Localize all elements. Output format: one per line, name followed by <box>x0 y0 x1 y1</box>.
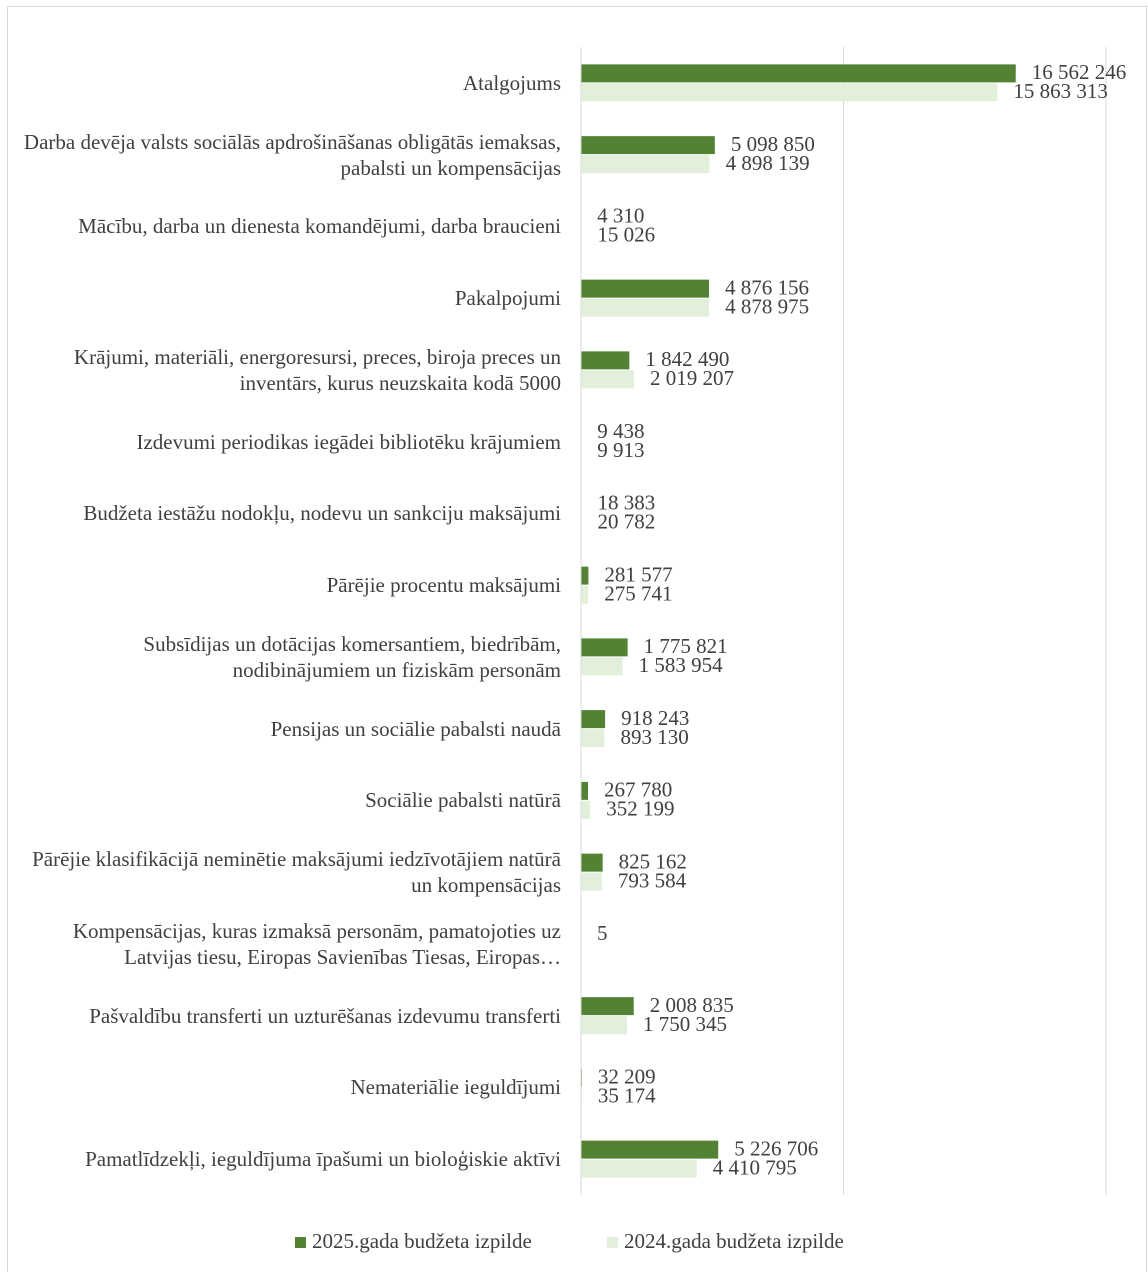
bar <box>581 997 634 1016</box>
bar <box>581 1016 627 1035</box>
bar <box>581 710 606 729</box>
bar <box>581 136 715 155</box>
data-label: 918 243 <box>621 706 689 730</box>
category-label-box: Pārējie procentu maksājumi <box>326 573 561 598</box>
data-label: 9 438 <box>597 419 644 443</box>
data-label: 35 174 <box>598 1084 656 1108</box>
category-label: Pamatlīdzekļi, ieguldījuma īpašumi un bi… <box>85 1147 561 1172</box>
bar <box>581 729 605 748</box>
data-label: 893 130 <box>620 725 688 749</box>
data-label: 9 913 <box>597 438 644 462</box>
data-label: 281 577 <box>604 562 672 586</box>
category-label-box: Budžeta iestāžu nodokļu, nodevu un sankc… <box>83 501 561 526</box>
data-label: 2 008 835 <box>650 993 734 1017</box>
data-label: 18 383 <box>597 491 655 515</box>
data-label: 4 876 156 <box>725 275 809 299</box>
category-label: Pensijas un sociālie pabalsti naudā <box>270 716 561 741</box>
category-label-box: Pensijas un sociālie pabalsti naudā <box>270 716 561 741</box>
category-label: Subsīdijas un dotācijas komersantiem, bi… <box>143 631 561 682</box>
bar <box>581 155 710 174</box>
category-label-box: Izdevumi periodikas iegādei bibliotēku k… <box>136 429 561 454</box>
category-label: Izdevumi periodikas iegādei bibliotēku k… <box>136 429 561 454</box>
data-label: 2 019 207 <box>650 366 734 390</box>
bar <box>581 1140 719 1159</box>
category-label-box: Pamatlīdzekļi, ieguldījuma īpašumi un bi… <box>85 1147 561 1172</box>
data-label: 32 209 <box>598 1065 656 1089</box>
data-label: 1 842 490 <box>645 347 729 371</box>
chart-frame <box>7 6 1147 1272</box>
category-label-box: Pašvaldību transferti un uzturēšanas izd… <box>89 1003 561 1028</box>
data-label: 1 750 345 <box>643 1012 727 1036</box>
data-label: 1 583 954 <box>639 653 724 677</box>
bar <box>581 566 589 585</box>
data-label: 1 775 821 <box>644 634 728 658</box>
legend-swatch <box>295 1237 306 1248</box>
bar <box>581 298 710 317</box>
category-label: Pārējie klasifikācijā neminētie maksājum… <box>32 847 561 898</box>
data-label: 5 <box>597 921 608 945</box>
bar <box>581 872 602 891</box>
data-label: 267 780 <box>604 778 672 802</box>
category-label-box: Pakalpojumi <box>454 286 561 311</box>
category-label: Pārējie procentu maksājumi <box>326 573 561 598</box>
data-label: 825 162 <box>619 849 687 873</box>
data-label: 4 310 <box>597 204 644 228</box>
data-label: 793 584 <box>618 868 687 892</box>
bar <box>581 279 709 298</box>
legend-swatch <box>607 1237 618 1248</box>
category-label: Nemateriālie ieguldījumi <box>350 1075 561 1100</box>
bar <box>581 781 589 800</box>
bar <box>581 1159 697 1178</box>
category-label: Atalgojums <box>463 70 561 95</box>
data-label: 15 026 <box>597 223 655 247</box>
data-label: 352 199 <box>606 797 674 821</box>
category-label: Sociālie pabalsti natūrā <box>365 788 561 813</box>
data-label: 20 782 <box>598 510 656 534</box>
bar <box>581 638 628 657</box>
bar <box>581 370 635 389</box>
legend-label: 2024.gada budžeta izpilde <box>624 1229 844 1253</box>
data-label: 5 226 706 <box>734 1136 818 1160</box>
category-label: Mācību, darba un dienesta komandējumi, d… <box>78 214 561 239</box>
data-label: 5 098 850 <box>731 132 815 156</box>
category-label-box: Nemateriālie ieguldījumi <box>350 1075 561 1100</box>
bar <box>581 853 603 872</box>
category-label: Pašvaldību transferti un uzturēšanas izd… <box>89 1003 561 1028</box>
data-label: 4 410 795 <box>713 1155 797 1179</box>
category-label-box: Subsīdijas un dotācijas komersantiem, bi… <box>143 631 561 682</box>
data-label: 15 863 313 <box>1013 79 1108 103</box>
category-label-box: Krājumi, materiāli, energoresursi, prece… <box>73 344 561 395</box>
category-label: Darba devēja valsts sociālās apdrošināša… <box>23 129 561 180</box>
bar <box>581 800 591 819</box>
bar <box>581 351 630 370</box>
category-label: Pakalpojumi <box>454 286 561 311</box>
bar <box>581 83 998 102</box>
bar <box>581 657 623 676</box>
bar <box>581 585 589 604</box>
category-label: Krājumi, materiāli, energoresursi, prece… <box>73 344 561 395</box>
category-label: Budžeta iestāžu nodokļu, nodevu un sankc… <box>83 501 561 526</box>
bar <box>581 64 1016 83</box>
category-label-box: Kompensācijas, kuras izmaksā personām, p… <box>72 918 561 969</box>
data-label: 4 898 139 <box>726 151 810 175</box>
legend-label: 2025.gada budžeta izpilde <box>312 1229 532 1253</box>
data-label: 16 562 246 <box>1032 60 1127 84</box>
data-label: 4 878 975 <box>725 294 809 318</box>
category-label: Kompensācijas, kuras izmaksā personām, p… <box>72 918 561 969</box>
category-label-box: Mācību, darba un dienesta komandējumi, d… <box>78 214 561 239</box>
category-label-box: Sociālie pabalsti natūrā <box>365 788 561 813</box>
category-label-box: Pārējie klasifikācijā neminētie maksājum… <box>32 847 561 898</box>
category-label-box: Darba devēja valsts sociālās apdrošināša… <box>23 129 561 180</box>
data-label: 275 741 <box>604 581 672 605</box>
category-label-box: Atalgojums <box>463 70 561 95</box>
